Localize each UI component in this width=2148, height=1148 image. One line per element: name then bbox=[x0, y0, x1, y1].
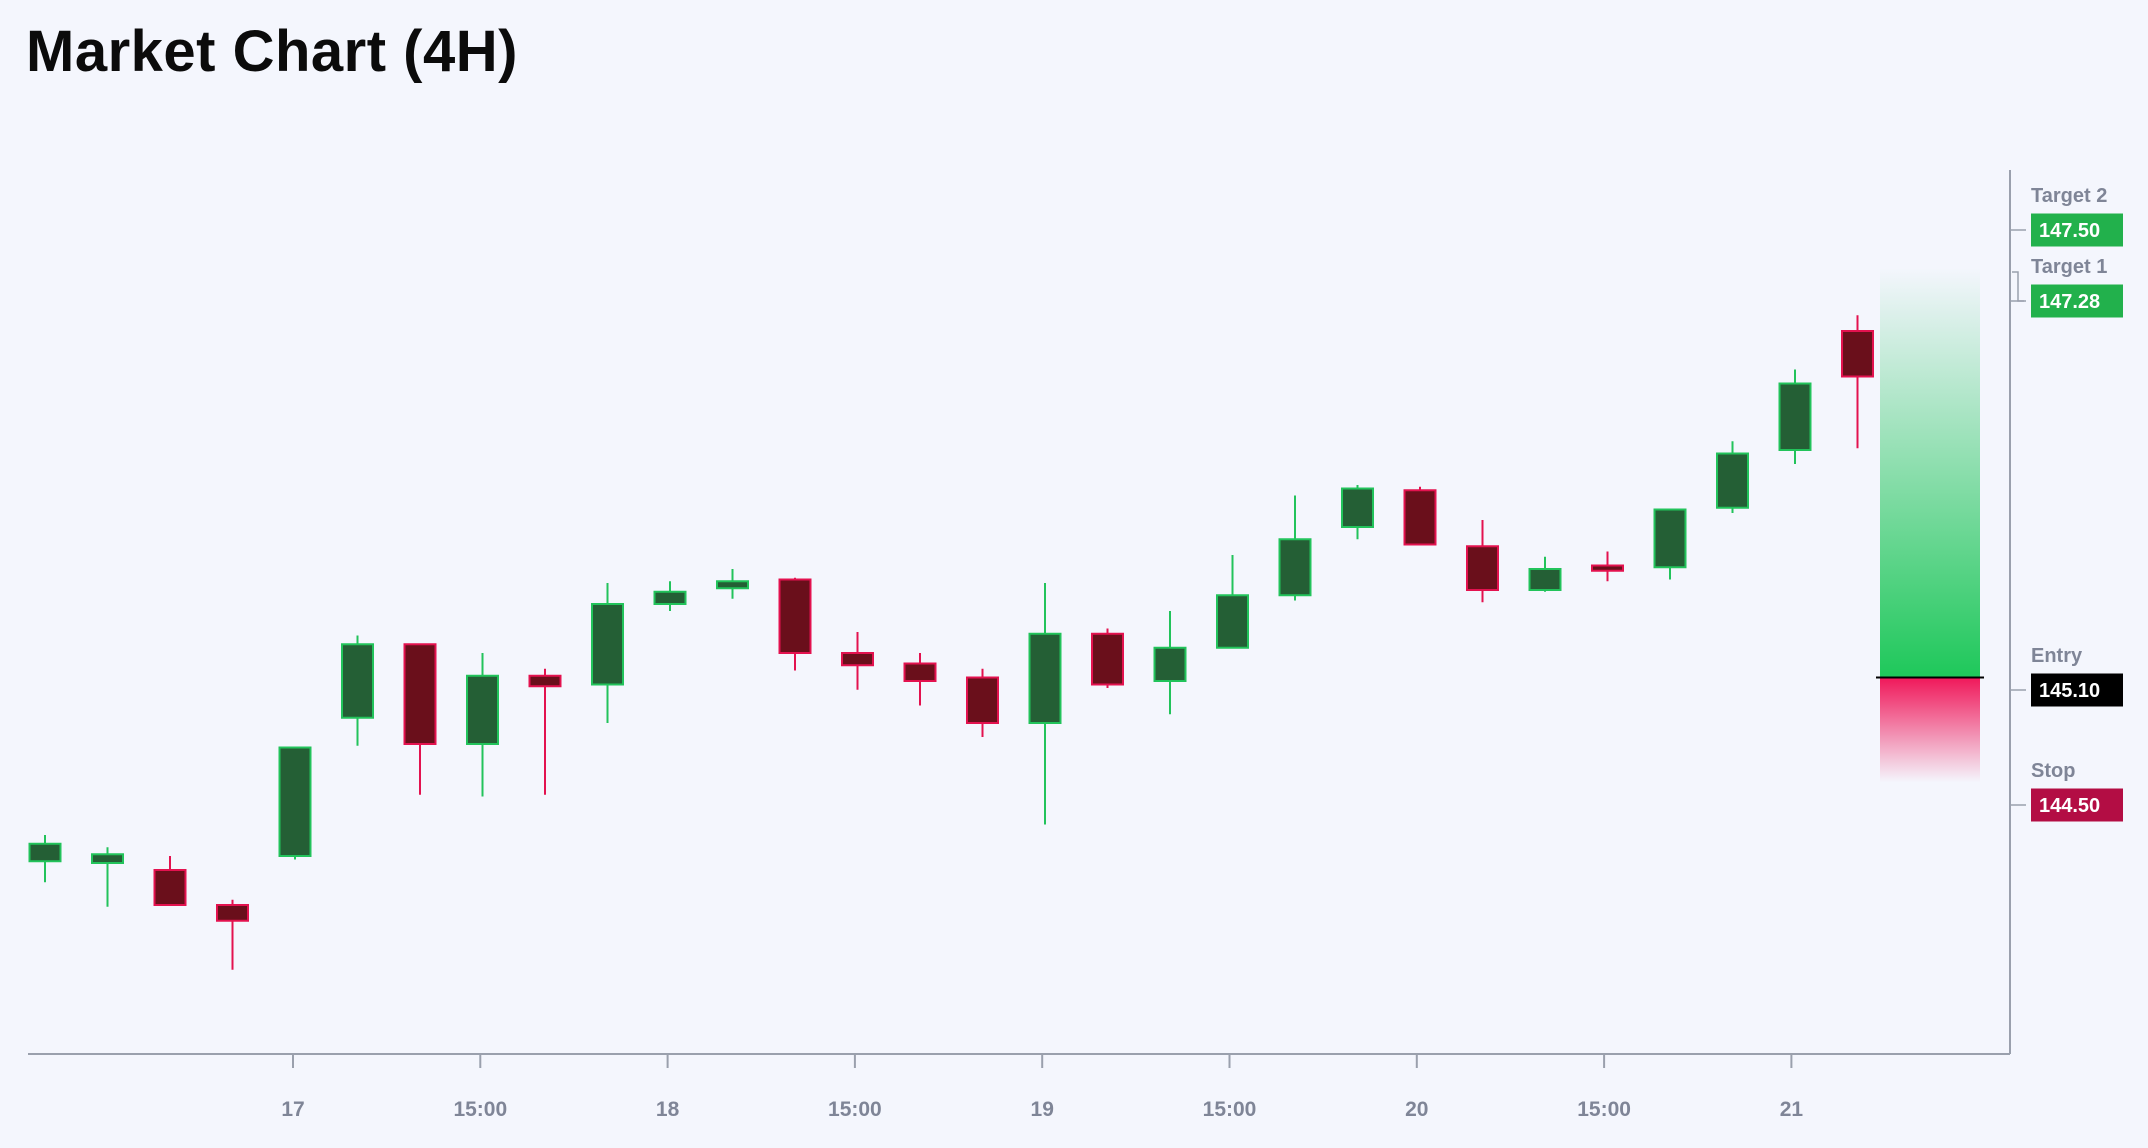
candle-body bbox=[1341, 487, 1374, 528]
candle-body bbox=[216, 904, 249, 922]
level-entry: Entry 145.10 bbox=[2010, 645, 2123, 707]
candle bbox=[1403, 486, 1437, 546]
level-price-badge bbox=[2031, 213, 2123, 247]
candle bbox=[1528, 556, 1562, 592]
axes: 17 15:00 18 15:00 19 15:00 20 15:00 21 bbox=[28, 170, 2011, 1121]
candle-body bbox=[28, 842, 62, 863]
candle bbox=[1716, 441, 1749, 513]
candle-body bbox=[528, 674, 562, 688]
x-tick-label: 15:00 bbox=[453, 1098, 507, 1121]
candle bbox=[216, 899, 249, 970]
candle bbox=[28, 835, 62, 883]
candle-body bbox=[466, 674, 499, 745]
candle-body bbox=[1466, 545, 1499, 591]
candle bbox=[403, 643, 437, 795]
candle bbox=[841, 632, 874, 690]
candle-body bbox=[1653, 508, 1687, 569]
candle bbox=[153, 856, 187, 906]
candle-body bbox=[966, 676, 999, 724]
candle bbox=[341, 635, 374, 746]
level-price-badge bbox=[2031, 284, 2123, 318]
x-tick-label: 18 bbox=[656, 1098, 680, 1121]
x-tick-label: 17 bbox=[281, 1098, 304, 1121]
x-tick-label: 15:00 bbox=[828, 1098, 882, 1121]
candle bbox=[778, 577, 812, 671]
x-tick-label: 15:00 bbox=[1203, 1098, 1257, 1121]
candle-body bbox=[403, 643, 437, 745]
level-name: Stop bbox=[2031, 760, 2075, 782]
level-name: Target 2 bbox=[2031, 185, 2107, 207]
level-name: Entry bbox=[2031, 645, 2083, 667]
candle bbox=[966, 668, 999, 737]
candle bbox=[528, 668, 562, 795]
candle bbox=[466, 653, 499, 797]
level-name: Target 1 bbox=[2031, 256, 2107, 278]
candle bbox=[1341, 485, 1374, 540]
candle bbox=[1216, 555, 1249, 649]
x-tick-label: 20 bbox=[1405, 1098, 1428, 1121]
level-target-2: Target 2 147.50 bbox=[2010, 185, 2123, 247]
profit-zone bbox=[1880, 267, 1980, 678]
candle-body bbox=[903, 662, 937, 682]
x-tick-label: 21 bbox=[1780, 1098, 1804, 1121]
candle-body bbox=[1591, 564, 1624, 572]
chart-title: Market Chart (4H) bbox=[26, 19, 518, 84]
candle bbox=[1653, 508, 1687, 580]
candle bbox=[91, 847, 124, 907]
candle-body bbox=[91, 853, 124, 864]
candle-body bbox=[841, 652, 874, 667]
candle-body bbox=[1841, 330, 1874, 378]
target-bracket bbox=[2012, 271, 2024, 302]
position-box bbox=[1876, 267, 1984, 783]
candle bbox=[903, 653, 937, 706]
x-tick-label: 15:00 bbox=[1577, 1098, 1631, 1121]
level-target-1: Target 1 147.28 bbox=[2010, 256, 2123, 318]
candle-body bbox=[591, 603, 624, 686]
candle bbox=[591, 583, 624, 723]
candle-body bbox=[341, 643, 374, 719]
candle bbox=[1466, 520, 1499, 603]
candle-body bbox=[778, 578, 812, 654]
candle bbox=[1091, 628, 1124, 688]
level-price-badge bbox=[2031, 788, 2123, 822]
candle bbox=[653, 581, 687, 611]
level-price-text: 147.50 bbox=[2039, 220, 2100, 242]
level-price-text: 144.50 bbox=[2039, 795, 2100, 817]
candle-body bbox=[153, 869, 187, 906]
x-tick-label: 19 bbox=[1031, 1098, 1054, 1121]
candle-body bbox=[278, 746, 312, 857]
candle-body bbox=[1091, 632, 1124, 686]
candle-body bbox=[1153, 646, 1187, 682]
candle bbox=[1841, 315, 1874, 449]
candle bbox=[1591, 551, 1624, 582]
candle bbox=[278, 746, 312, 860]
candle-body bbox=[716, 580, 749, 590]
loss-zone bbox=[1880, 677, 1980, 783]
candle-body bbox=[1716, 452, 1749, 509]
candle-body bbox=[1778, 382, 1812, 451]
level-price-text: 147.28 bbox=[2039, 291, 2100, 313]
candle bbox=[716, 569, 749, 599]
candles bbox=[28, 315, 1874, 970]
level-stop: Stop 144.50 bbox=[2010, 760, 2123, 822]
candle-body bbox=[1403, 489, 1437, 546]
candle bbox=[1778, 369, 1812, 464]
price-levels: Target 2 147.50 Target 1 147.28 Entry 145.10 S… bbox=[2010, 185, 2123, 822]
candle bbox=[1278, 495, 1312, 601]
candle-body bbox=[1528, 568, 1562, 591]
candle-body bbox=[1028, 632, 1062, 724]
candle bbox=[1153, 611, 1187, 715]
candle bbox=[1028, 583, 1062, 825]
candle-body bbox=[653, 590, 687, 605]
candle-body bbox=[1216, 594, 1249, 649]
candle-body bbox=[1278, 538, 1312, 597]
level-price-text: 145.10 bbox=[2039, 680, 2100, 702]
level-price-badge bbox=[2031, 673, 2123, 707]
